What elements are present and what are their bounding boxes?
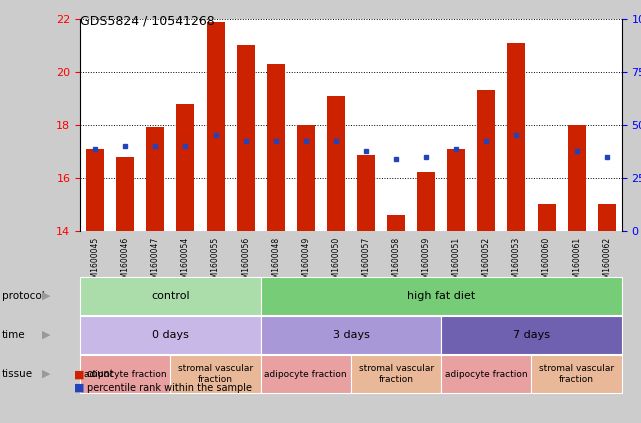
Text: stromal vascular
fraction: stromal vascular fraction (539, 364, 614, 384)
Text: tissue: tissue (2, 369, 33, 379)
Text: high fat diet: high fat diet (407, 291, 476, 301)
Bar (508, 43, 526, 231)
Text: ▶: ▶ (42, 291, 51, 301)
Bar (447, 148, 465, 231)
Bar (478, 91, 495, 231)
Text: ■: ■ (74, 382, 84, 393)
Bar (86, 148, 104, 231)
Text: ■: ■ (74, 369, 84, 379)
Bar (417, 173, 435, 231)
Bar (387, 215, 405, 231)
Text: 7 days: 7 days (513, 330, 550, 340)
Text: control: control (151, 291, 190, 301)
Text: adipocyte fraction: adipocyte fraction (84, 370, 167, 379)
Bar (146, 127, 164, 231)
Text: stromal vascular
fraction: stromal vascular fraction (358, 364, 434, 384)
Bar (237, 46, 254, 231)
Bar (116, 157, 135, 231)
Text: stromal vascular
fraction: stromal vascular fraction (178, 364, 253, 384)
Text: protocol: protocol (2, 291, 45, 301)
Bar (297, 125, 315, 231)
Bar (327, 96, 345, 231)
Bar (176, 104, 194, 231)
Bar (567, 125, 586, 231)
Text: adipocyte fraction: adipocyte fraction (445, 370, 528, 379)
Text: count: count (87, 369, 114, 379)
Bar (357, 155, 375, 231)
Bar (267, 64, 285, 231)
Text: time: time (2, 330, 26, 340)
Text: 3 days: 3 days (333, 330, 369, 340)
Text: GDS5824 / 10541268: GDS5824 / 10541268 (80, 15, 215, 28)
Text: 0 days: 0 days (152, 330, 189, 340)
Text: percentile rank within the sample: percentile rank within the sample (87, 382, 251, 393)
Bar (206, 22, 224, 231)
Text: adipocyte fraction: adipocyte fraction (265, 370, 347, 379)
Text: ▶: ▶ (42, 330, 51, 340)
Text: ▶: ▶ (42, 369, 51, 379)
Bar (597, 204, 616, 231)
Bar (538, 204, 556, 231)
